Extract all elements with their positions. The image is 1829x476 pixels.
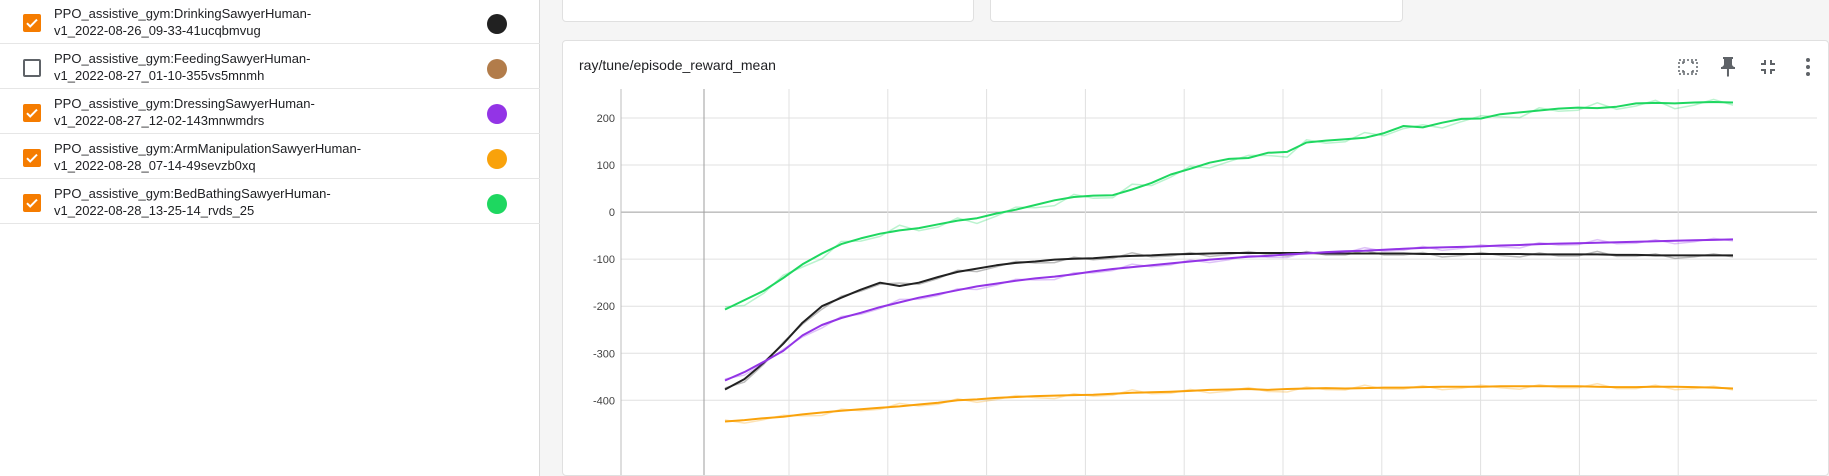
series-line[interactable] bbox=[724, 101, 1734, 311]
y-tick-label: 0 bbox=[609, 207, 615, 219]
y-tick-label: 100 bbox=[597, 160, 615, 172]
series-raw-line bbox=[724, 249, 1734, 389]
series-raw-line bbox=[724, 98, 1734, 308]
check-icon bbox=[26, 18, 38, 28]
y-tick-label: -300 bbox=[593, 348, 615, 360]
run-name: PPO_assistive_gym:ArmManipulationSawyerH… bbox=[54, 141, 362, 173]
y-tick-label: -400 bbox=[593, 395, 615, 407]
run-color-swatch[interactable] bbox=[487, 104, 507, 124]
line-chart[interactable]: 200 100 0 -100 -200 -300 -400 bbox=[563, 41, 1828, 475]
runs-sidebar: PPO_assistive_gym:DrinkingSawyerHuman- v… bbox=[0, 0, 540, 476]
y-tick-label: 200 bbox=[597, 113, 615, 125]
run-name: PPO_assistive_gym:FeedingSawyerHuman- v1… bbox=[54, 51, 311, 83]
checkbox-checked[interactable] bbox=[23, 104, 41, 122]
run-row[interactable]: PPO_assistive_gym:DressingSawyerHuman- v… bbox=[0, 90, 540, 134]
series-line[interactable] bbox=[724, 238, 1734, 382]
check-icon bbox=[26, 198, 38, 208]
run-row[interactable]: PPO_assistive_gym:DrinkingSawyerHuman- v… bbox=[0, 0, 540, 44]
checkbox-checked[interactable] bbox=[23, 194, 41, 212]
run-name: PPO_assistive_gym:DrinkingSawyerHuman- v… bbox=[54, 6, 312, 38]
run-row[interactable]: PPO_assistive_gym:ArmManipulationSawyerH… bbox=[0, 135, 540, 179]
run-color-swatch[interactable] bbox=[487, 149, 507, 169]
chart-card-partial bbox=[990, 0, 1403, 22]
checkbox-unchecked[interactable] bbox=[23, 59, 41, 77]
run-name: PPO_assistive_gym:DressingSawyerHuman- v… bbox=[54, 96, 315, 128]
series-line[interactable] bbox=[724, 252, 1733, 391]
run-color-swatch[interactable] bbox=[487, 194, 507, 214]
check-icon bbox=[26, 153, 38, 163]
y-tick-label: -200 bbox=[593, 301, 615, 313]
series-raw-line bbox=[724, 237, 1734, 380]
fit-domain-icon[interactable] bbox=[1672, 51, 1704, 83]
series-raw-line bbox=[724, 382, 1734, 424]
check-icon bbox=[26, 108, 38, 118]
chart-title: ray/tune/episode_reward_mean bbox=[579, 57, 776, 73]
chart-card: ray/tune/episode_reward_mean 200 100 0 -100… bbox=[562, 40, 1829, 476]
run-row[interactable]: PPO_assistive_gym:BedBathingSawyerHuman-… bbox=[0, 180, 540, 224]
run-color-swatch[interactable] bbox=[487, 59, 507, 79]
run-name: PPO_assistive_gym:BedBathingSawyerHuman-… bbox=[54, 186, 331, 218]
y-tick-label: -100 bbox=[593, 254, 615, 266]
chart-card-partial bbox=[562, 0, 974, 22]
run-row[interactable]: PPO_assistive_gym:FeedingSawyerHuman- v1… bbox=[0, 45, 540, 89]
run-color-swatch[interactable] bbox=[487, 14, 507, 34]
checkbox-checked[interactable] bbox=[23, 149, 41, 167]
pin-icon[interactable] bbox=[1712, 51, 1744, 83]
series-line[interactable] bbox=[724, 385, 1734, 423]
checkbox-checked[interactable] bbox=[23, 14, 41, 32]
more-vert-icon[interactable] bbox=[1792, 51, 1824, 83]
collapse-icon[interactable] bbox=[1752, 51, 1784, 83]
